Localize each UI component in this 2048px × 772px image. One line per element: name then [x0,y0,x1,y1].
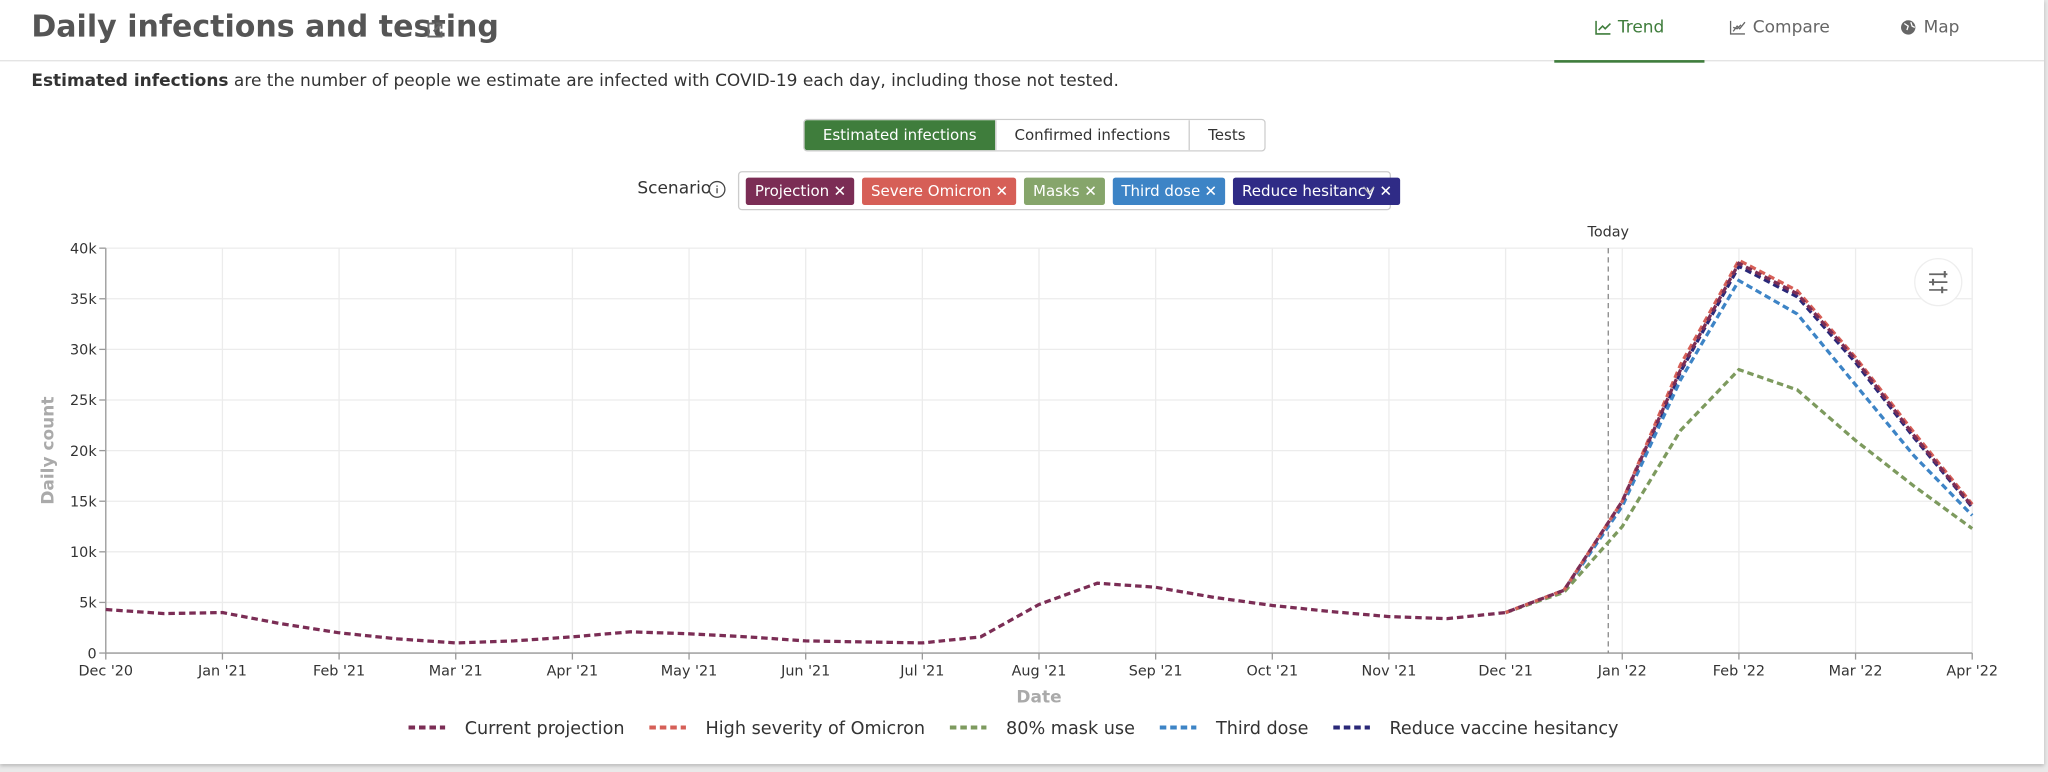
dropdown-caret[interactable] [1362,183,1375,196]
trend-icon [1594,20,1611,35]
metric-button[interactable]: Confirmed infections [994,120,1189,151]
page-title: Daily infections and testing [31,10,499,45]
tab[interactable]: Compare [1704,18,1854,60]
scenario-chip[interactable]: Third dose [1112,177,1226,206]
chip-label: Masks [1033,181,1080,200]
x-tick-label: Jan '21 [197,663,247,679]
series-line [1505,367,1974,615]
x-tick-label: Jun '21 [780,663,830,679]
remove-icon[interactable] [996,185,1007,196]
x-tick-label: Apr '22 [1946,663,1998,679]
metric-button[interactable]: Estimated infections [804,120,995,151]
legend-item[interactable]: High severity of Omicron [649,719,925,739]
x-axis-title: Date [1016,688,1061,708]
chips: Projection Severe Omicron Masks Third dose R… [745,177,1400,206]
y-tick-label: 25k [70,393,97,409]
scenario-chip[interactable]: Projection [745,177,855,206]
legend-item[interactable]: Reduce vaccine hesitancy [1333,719,1618,739]
x-tick-label: Mar '21 [429,663,483,679]
metric-button[interactable]: Tests [1188,120,1264,151]
y-tick-label: 35k [70,292,97,308]
remove-icon[interactable] [1380,185,1390,196]
metric-toggle: Estimated infections Confirmed infection… [803,118,1266,152]
globe-icon [1900,20,1916,35]
y-tick-label: 30k [70,343,97,359]
y-tick-label: 5k [79,596,97,612]
x-tick-label: Jan '22 [1597,663,1647,679]
legend-label: High severity of Omicron [706,719,926,739]
chip-label: Reduce hesitancy [1242,181,1375,200]
scenario-label: Scenario [637,178,712,199]
scenario-chip[interactable]: Masks [1023,177,1105,206]
chip-label: Third dose [1121,181,1201,200]
legend-label: Third dose [1215,719,1309,739]
description: Estimated infections are the number of p… [31,72,1119,92]
y-tick-label: 15k [70,494,97,510]
x-tick-label: Mar '22 [1829,663,1883,679]
legend-label: Reduce vaccine hesitancy [1389,719,1618,739]
chip-label: Severe Omicron [871,181,992,200]
remove-icon[interactable] [1205,185,1216,196]
chip-label: Projection [754,181,830,200]
x-tick-label: May '21 [661,663,717,679]
legend-item[interactable]: 80% mask use [949,719,1135,739]
description-text: are the number of people we estimate are… [233,71,1119,92]
x-tick-label: Jul '21 [899,663,944,679]
tab[interactable]: Map [1855,18,2005,60]
y-axis-title: Daily count [39,397,59,505]
tab-label: Map [1923,18,1960,38]
x-tick-label: Feb '22 [1713,663,1765,679]
x-tick-label: Apr '21 [547,663,599,679]
tab[interactable]: Trend [1554,18,1705,63]
scenario-chip[interactable]: Reduce hesitancy [1232,177,1400,206]
legend-label: 80% mask use [1006,719,1135,739]
tab-label: Compare [1752,18,1830,38]
x-tick-label: Aug '21 [1012,663,1067,679]
today-label: Today [1586,224,1629,240]
remove-icon[interactable] [1085,185,1095,196]
legend-item[interactable]: Third dose [1159,719,1309,739]
legend: Current projection High severity of Omicr… [408,719,1618,739]
divider [0,60,2045,62]
external-link-icon[interactable] [426,21,444,39]
x-tick-label: Dec '20 [79,663,134,679]
scenario-select[interactable]: Projection Severe Omicron Masks Third dose R… [737,171,1400,211]
x-tick-label: Feb '21 [313,663,365,679]
legend-item[interactable]: Current projection [408,719,625,739]
remove-icon[interactable] [834,185,845,196]
legend-label: Current projection [465,719,625,739]
description-bold: Estimated infections [31,71,229,92]
scenario-chip[interactable]: Severe Omicron [861,177,1017,206]
y-tick-label: 40k [70,241,97,257]
tab-label: Trend [1617,18,1665,38]
info-icon[interactable] [708,180,726,198]
compare-icon [1729,20,1746,35]
x-tick-label: Nov '21 [1362,663,1417,679]
series-line [105,261,1974,645]
y-tick-label: 20k [70,444,97,460]
y-tick-label: 0 [88,646,97,662]
x-tick-label: Sep '21 [1129,663,1183,679]
y-tick-label: 10k [70,545,97,561]
chart-settings[interactable] [1914,257,1963,307]
x-tick-label: Oct '21 [1246,663,1298,679]
x-tick-label: Dec '21 [1478,663,1533,679]
